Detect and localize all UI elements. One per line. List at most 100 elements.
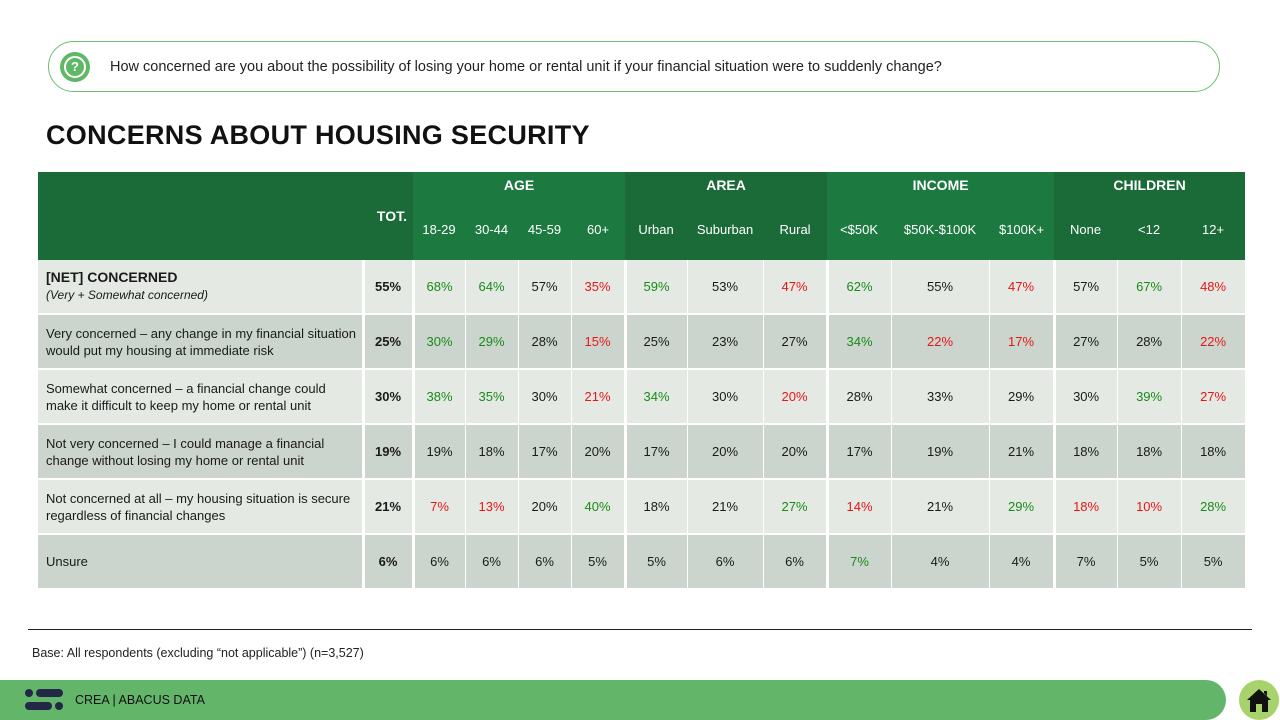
value-cell: 35% — [571, 260, 627, 315]
group-header-row: TOT. AGE AREA INCOME CHILDREN — [38, 172, 1246, 260]
value-cell: 21% — [989, 424, 1056, 480]
column-header: 60+ — [571, 198, 626, 260]
value-cell: 28% — [518, 314, 572, 370]
table-row: Not concerned at all – my housing situat… — [38, 479, 1246, 535]
value-cell: 4% — [891, 534, 990, 590]
value-cell: 29% — [989, 369, 1056, 425]
value-cell: 55% — [891, 260, 990, 315]
value-cell: 20% — [687, 424, 764, 480]
table-row: [NET] CONCERNED (Very + Somewhat concerne… — [38, 260, 1246, 315]
row-label: Unsure — [46, 554, 88, 569]
column-header: None — [1054, 198, 1118, 260]
column-header: Urban — [625, 198, 688, 260]
total-cell: 55% — [363, 260, 415, 315]
value-cell: 18% — [625, 479, 688, 535]
column-header: 12+ — [1181, 198, 1246, 260]
value-cell: 53% — [687, 260, 764, 315]
value-cell: 4% — [989, 534, 1056, 590]
row-label-cell: Very concerned – any change in my financ… — [38, 314, 365, 370]
value-cell: 27% — [763, 314, 829, 370]
value-cell: 27% — [763, 479, 829, 535]
value-cell: 17% — [625, 424, 688, 480]
value-cell: 20% — [518, 479, 572, 535]
value-cell: 62% — [827, 260, 892, 315]
column-header-row: 18-29 30-44 45-59 60+ Urban Suburban Rural <$50… — [38, 198, 1246, 260]
group-header-children: CHILDREN — [1054, 172, 1246, 198]
value-cell: 23% — [687, 314, 764, 370]
value-cell: 20% — [763, 369, 829, 425]
value-cell: 28% — [1181, 479, 1246, 535]
value-cell: 21% — [687, 479, 764, 535]
value-cell: 18% — [1054, 424, 1118, 480]
value-cell: 13% — [465, 479, 519, 535]
value-cell: 5% — [1117, 534, 1182, 590]
column-header: 45-59 — [518, 198, 571, 260]
value-cell: 18% — [1054, 479, 1118, 535]
column-header: $50K-$100K — [891, 198, 990, 260]
value-cell: 28% — [1117, 314, 1182, 370]
column-header: 30-44 — [465, 198, 518, 260]
value-cell: 17% — [518, 424, 572, 480]
value-cell: 33% — [891, 369, 990, 425]
row-label-cell: Unsure — [38, 534, 365, 590]
value-cell: 22% — [1181, 314, 1246, 370]
value-cell: 7% — [827, 534, 892, 590]
row-label: Very concerned – any change in my financ… — [46, 325, 357, 358]
value-cell: 30% — [687, 369, 764, 425]
column-header: 18-29 — [413, 198, 465, 260]
value-cell: 5% — [571, 534, 627, 590]
value-cell: 7% — [413, 479, 466, 535]
row-label-cell: [NET] CONCERNED (Very + Somewhat concerne… — [38, 260, 365, 315]
value-cell: 14% — [827, 479, 892, 535]
value-cell: 47% — [989, 260, 1056, 315]
value-cell: 57% — [518, 260, 572, 315]
column-header: Suburban — [687, 198, 764, 260]
table-row: Not very concerned – I could manage a fi… — [38, 424, 1246, 480]
row-label: Not very concerned – I could manage a fi… — [46, 435, 325, 468]
value-cell: 34% — [827, 314, 892, 370]
value-cell: 68% — [413, 260, 466, 315]
results-table: TOT. AGE AREA INCOME CHILDREN 18-29 30-44 45-59… — [38, 172, 1246, 590]
home-icon — [1247, 689, 1271, 712]
value-cell: 5% — [1181, 534, 1246, 590]
table-row: Unsure 6% 6% 6% 6% 5% 5% 6% 6% 7% 4% 4% 7% 5% 5% — [38, 534, 1246, 590]
value-cell: 22% — [891, 314, 990, 370]
group-header-income: INCOME — [827, 172, 1055, 198]
column-header: <$50K — [827, 198, 892, 260]
value-cell: 25% — [625, 314, 688, 370]
value-cell: 18% — [465, 424, 519, 480]
row-label-cell: Somewhat concerned – a financial change … — [38, 369, 365, 425]
home-button[interactable] — [1239, 680, 1279, 720]
value-cell: 20% — [763, 424, 829, 480]
question-icon: ? — [60, 51, 90, 82]
group-header-age: AGE — [413, 172, 626, 198]
value-cell: 17% — [827, 424, 892, 480]
value-cell: 30% — [1054, 369, 1118, 425]
value-cell: 6% — [763, 534, 829, 590]
value-cell: 21% — [571, 369, 627, 425]
value-cell: 28% — [827, 369, 892, 425]
row-label-cell: Not concerned at all – my housing situat… — [38, 479, 365, 535]
question-box: ? How concerned are you about the possib… — [48, 41, 1220, 92]
value-cell: 27% — [1054, 314, 1118, 370]
total-cell: 19% — [363, 424, 415, 480]
value-cell: 5% — [625, 534, 688, 590]
total-cell: 25% — [363, 314, 415, 370]
table-row: Very concerned – any change in my financ… — [38, 314, 1246, 370]
total-cell: 30% — [363, 369, 415, 425]
value-cell: 27% — [1181, 369, 1246, 425]
value-cell: 30% — [413, 314, 466, 370]
value-cell: 64% — [465, 260, 519, 315]
total-cell: 21% — [363, 479, 415, 535]
column-header: Rural — [763, 198, 828, 260]
question-text: How concerned are you about the possibil… — [110, 58, 942, 75]
value-cell: 57% — [1054, 260, 1118, 315]
row-note: (Very + Somewhat concerned) — [46, 288, 208, 302]
value-cell: 29% — [465, 314, 519, 370]
value-cell: 29% — [989, 479, 1056, 535]
value-cell: 30% — [518, 369, 572, 425]
value-cell: 19% — [413, 424, 466, 480]
row-label: Somewhat concerned – a financial change … — [46, 380, 326, 413]
divider — [28, 629, 1252, 630]
value-cell: 6% — [465, 534, 519, 590]
